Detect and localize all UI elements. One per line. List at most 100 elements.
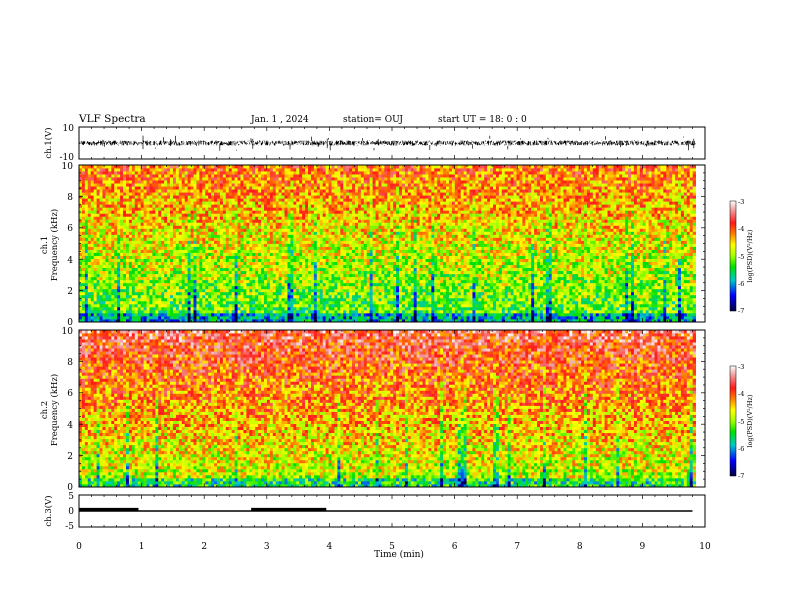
spectrogram-cell — [261, 219, 265, 223]
spectrogram-cell — [222, 276, 227, 281]
spectrogram-cell — [217, 240, 221, 244]
spectrogram-cell — [190, 195, 194, 199]
spectrogram-cell — [272, 276, 277, 281]
spectrogram-cell — [208, 270, 212, 275]
spectrogram-cell — [164, 201, 168, 205]
spectrogram-cell — [313, 300, 318, 305]
spectrogram-cell — [90, 255, 95, 259]
spectrogram-cell — [181, 285, 186, 290]
spectrogram-cell — [172, 261, 177, 266]
spectrogram-cell — [178, 201, 183, 205]
spectrogram-cell — [134, 276, 139, 281]
spectrogram-cell — [170, 300, 174, 305]
spectrogram-cell — [258, 315, 262, 320]
spectrogram-cell — [105, 237, 109, 241]
spectrogram-cell — [249, 309, 253, 314]
spectrogram-cell — [172, 309, 177, 314]
spectrogram-cell — [196, 315, 200, 320]
spectrogram-cell — [234, 228, 238, 232]
spectrogram-cell — [131, 231, 136, 235]
spectrogram-cell — [181, 201, 186, 205]
spectrogram-cell — [328, 234, 332, 238]
spectrogram-cell — [123, 168, 127, 172]
spectrogram-cell — [111, 258, 115, 263]
spectrogram-cell — [102, 168, 106, 172]
spectrogram-cell — [143, 252, 147, 256]
spectrogram-cell — [346, 177, 350, 181]
spectrogram-cell — [266, 273, 271, 278]
spectrogram-cell — [290, 204, 294, 208]
spectrogram-cell — [343, 168, 347, 172]
spectrogram-cell — [219, 186, 224, 190]
spectrogram-cell — [222, 252, 227, 256]
spectrogram-cell — [205, 270, 209, 275]
spectrogram-cell — [287, 273, 291, 278]
spectrogram-cell — [325, 306, 329, 311]
spectrogram-cell — [128, 249, 133, 253]
spectrogram-cell — [228, 261, 233, 266]
spectrogram-cell — [199, 168, 203, 172]
spectrogram-cell — [211, 267, 215, 272]
spectrogram-cell — [266, 300, 271, 305]
spectrogram-cell — [275, 171, 280, 175]
spectrogram-cell — [111, 168, 115, 172]
spectrogram-cell — [99, 285, 103, 290]
spectrogram-cell — [243, 288, 247, 293]
spectrogram-cell — [90, 210, 95, 214]
spectrogram-cell — [87, 249, 92, 253]
spectrogram-cell — [266, 309, 271, 314]
spectrogram-cell — [217, 171, 221, 175]
spectrogram-cell — [258, 234, 262, 238]
spectrogram-cell — [255, 204, 259, 208]
spectrogram-cell — [190, 258, 194, 263]
spectrogram-cell — [225, 195, 230, 199]
spectrogram-cell — [278, 258, 282, 263]
spectrogram-cell — [202, 267, 206, 272]
spectrogram-cell — [140, 168, 144, 172]
spectrogram-cell — [217, 174, 221, 178]
spectrogram-cell — [131, 234, 136, 238]
spectrogram-cell — [131, 246, 136, 250]
spectrogram-cell — [225, 318, 230, 323]
spectrogram-cell — [143, 306, 147, 311]
spectrogram-cell — [246, 201, 250, 205]
spectrogram-cell — [331, 225, 335, 229]
spectrogram-cell — [187, 174, 191, 178]
spectrogram-cell — [178, 285, 183, 290]
spectrogram-cell — [208, 297, 212, 302]
spectrogram-cell — [167, 258, 171, 263]
spectrogram-cell — [237, 195, 241, 199]
spectrogram-cell — [246, 282, 250, 287]
spectrogram-cell — [96, 198, 100, 202]
spectrogram-cell — [214, 231, 218, 235]
spectrogram-cell — [208, 174, 212, 178]
spectrogram-cell — [205, 186, 209, 190]
spectrogram-cell — [222, 243, 227, 247]
spectrogram-cell — [140, 267, 144, 272]
spectrogram-cell — [225, 249, 230, 253]
spectrogram-cell — [240, 234, 244, 238]
spectrogram-cell — [152, 267, 156, 272]
spectrogram-cell — [337, 201, 341, 205]
spectrogram-cell — [187, 201, 191, 205]
spectrogram-cell — [246, 195, 250, 199]
spectrogram-cell — [284, 228, 288, 232]
spectrogram-cell — [208, 210, 212, 214]
spectrogram-cell — [87, 246, 92, 250]
spectrogram-cell — [81, 237, 86, 241]
spectrogram-cell — [199, 195, 203, 199]
spectrogram-cell — [208, 225, 212, 229]
spectrogram-cell — [310, 177, 315, 181]
spectrogram-cell — [149, 201, 153, 205]
spectrogram-cell — [152, 168, 156, 172]
spectrogram-cell — [134, 228, 139, 232]
spectrogram-cell — [281, 315, 285, 320]
spectrogram-cell — [316, 300, 321, 305]
spectrogram-cell — [140, 192, 144, 196]
spectrogram-cell — [131, 201, 136, 205]
spectrogram-cell — [190, 192, 194, 196]
spectrogram-cell — [161, 192, 165, 196]
spectrogram-cell — [328, 198, 332, 202]
spectrogram-cell — [105, 315, 109, 320]
spectrogram-cell — [296, 186, 300, 190]
